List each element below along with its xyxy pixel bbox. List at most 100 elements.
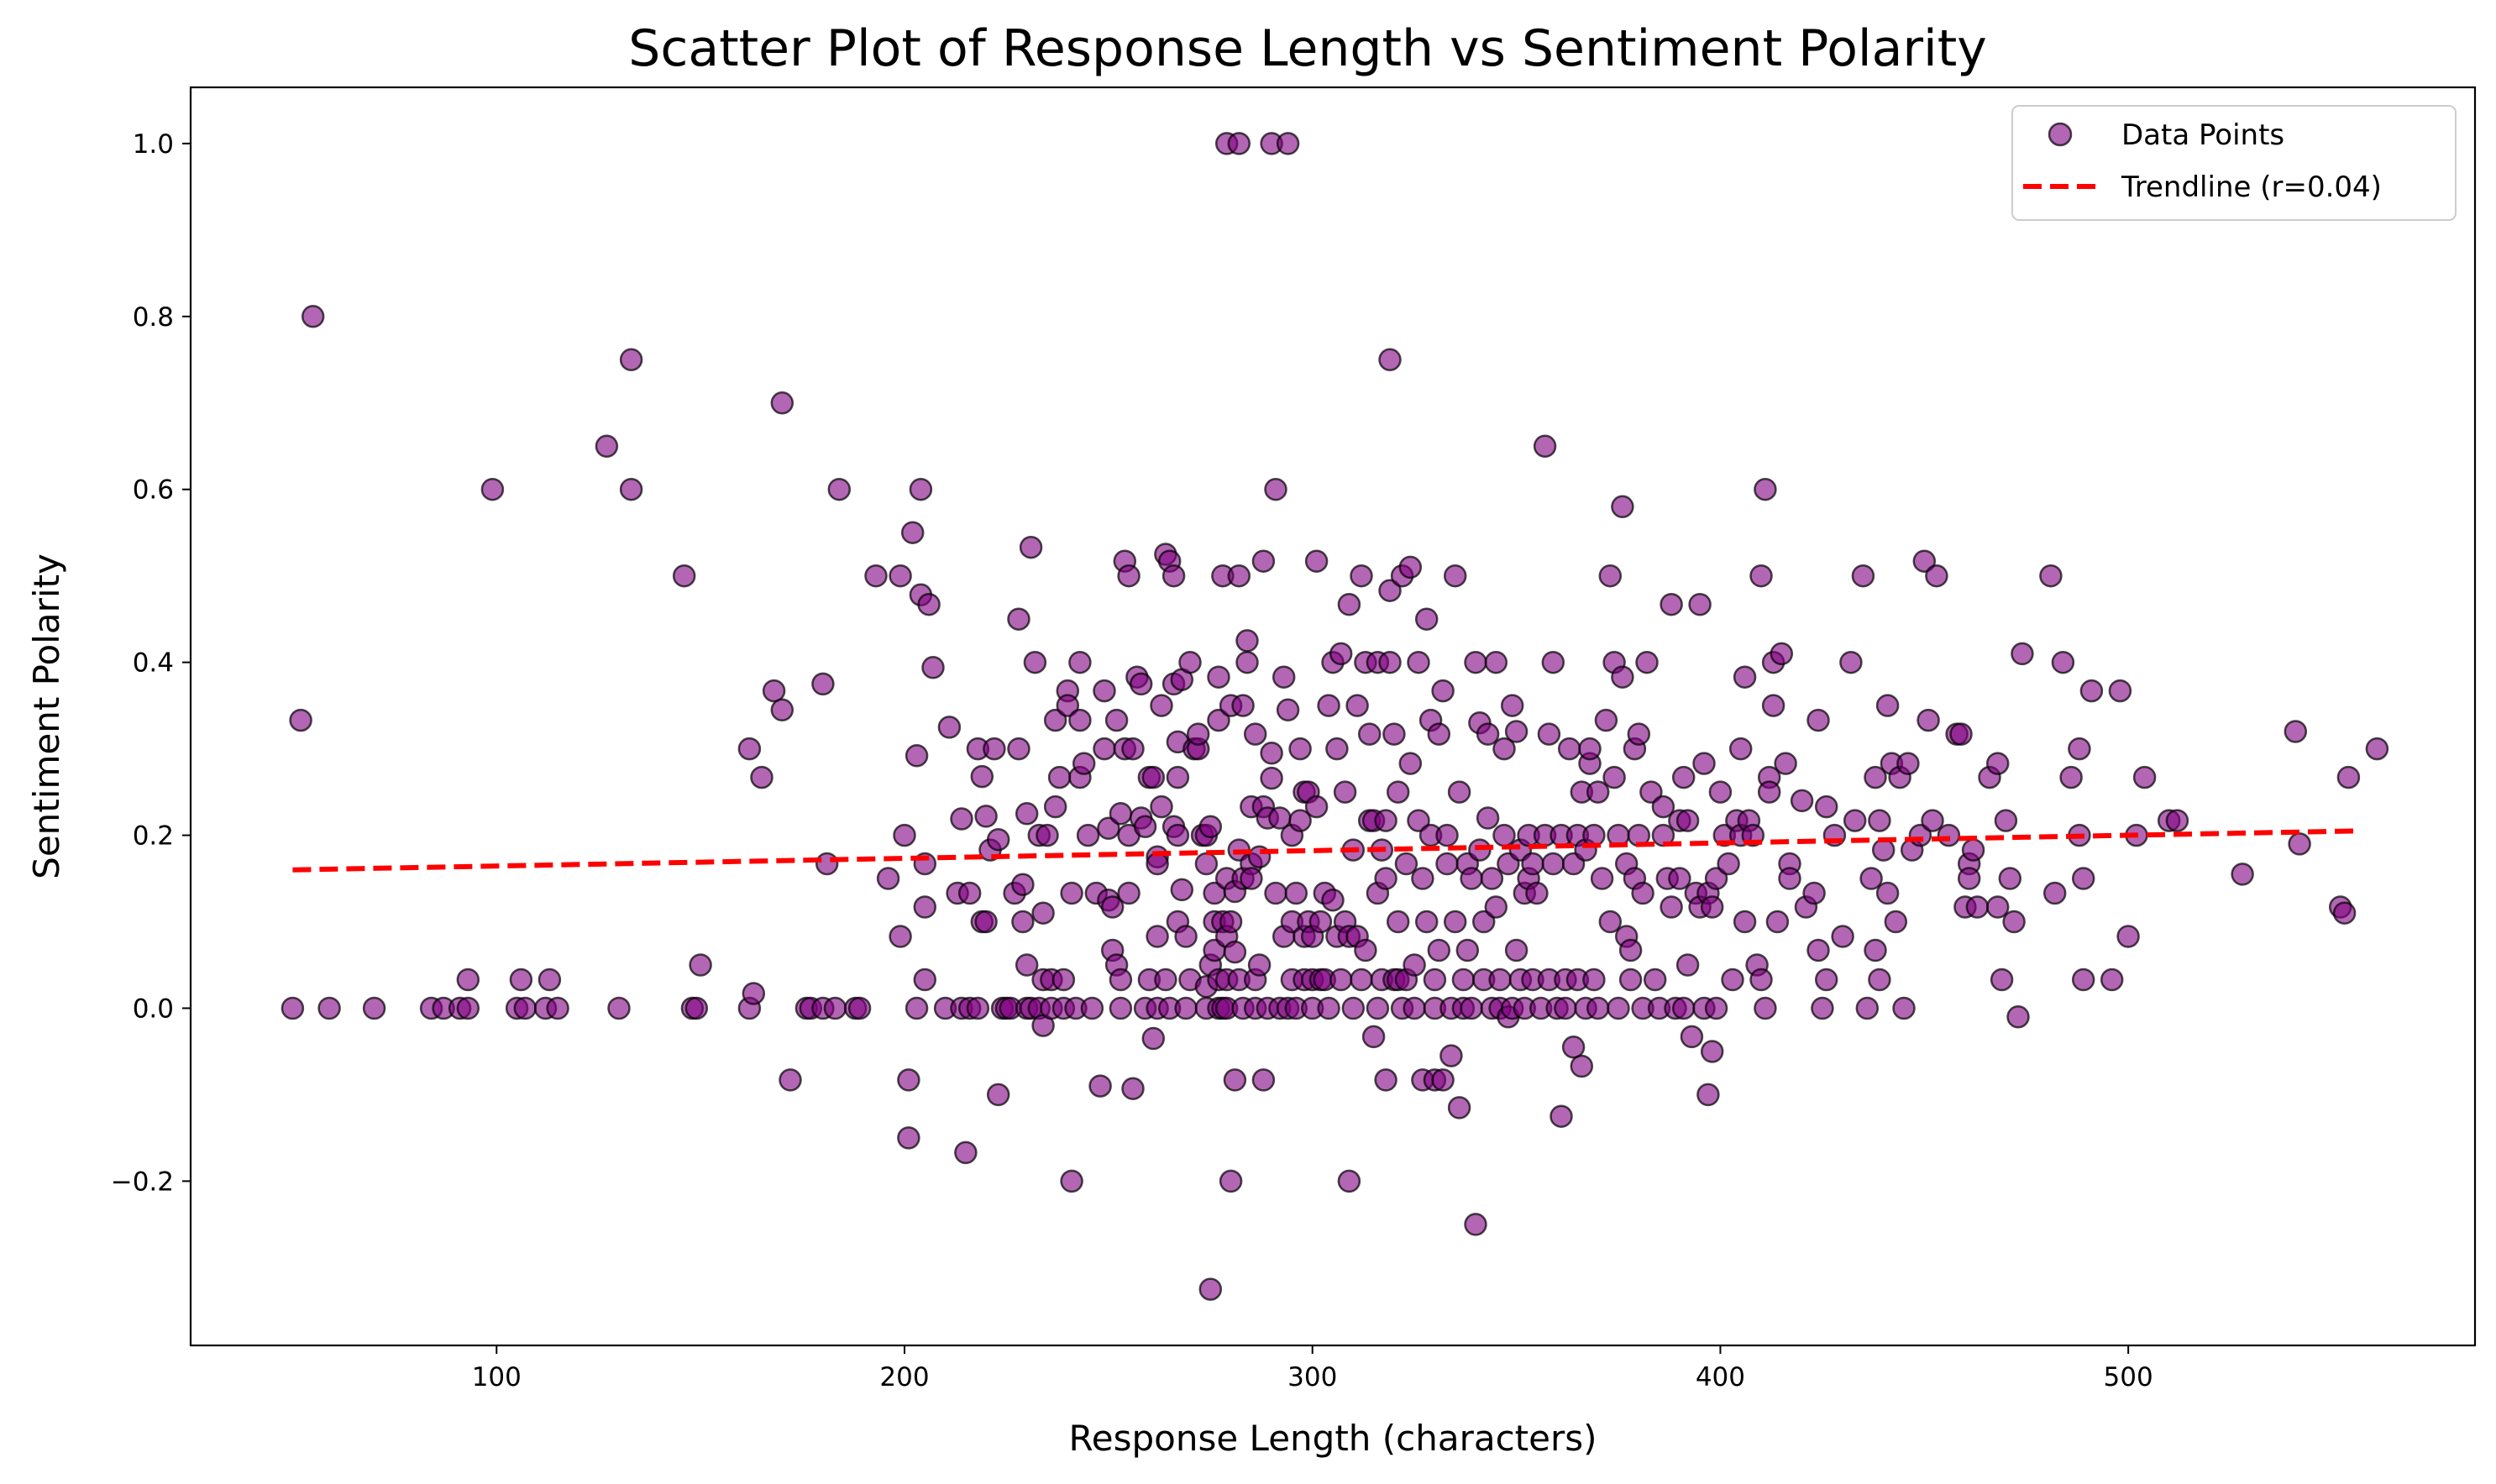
data-point (2108, 679, 2132, 703)
data-point (1443, 564, 1467, 588)
data-point (1207, 665, 1230, 689)
data-point (1868, 967, 1891, 992)
data-point (893, 823, 916, 847)
data-point (1068, 650, 1092, 674)
data-point (1778, 867, 1801, 890)
data-point (1471, 910, 1496, 934)
data-point (1093, 679, 1116, 703)
data-point (537, 967, 562, 992)
data-point (770, 698, 794, 722)
data-point (1007, 607, 1030, 631)
data-point (1051, 967, 1076, 992)
data-point (1015, 953, 1039, 977)
data-point (1117, 881, 1141, 905)
data-point (1161, 564, 1186, 588)
chart-title: Scatter Plot of Response Length vs Senti… (628, 19, 1986, 78)
data-point (1447, 780, 1471, 804)
data-point (1757, 780, 1781, 804)
data-point (986, 827, 1010, 852)
data-point (1366, 996, 1390, 1020)
data-point (1272, 665, 1296, 689)
data-point (1464, 650, 1487, 674)
data-point (1761, 694, 1785, 717)
data-point (1329, 967, 1353, 992)
data-point (1460, 867, 1483, 890)
data-point (1618, 967, 1643, 992)
data-point (1749, 564, 1773, 588)
x-tick-label: 200 (879, 1362, 929, 1392)
data-point (1607, 996, 1630, 1020)
data-point (957, 881, 982, 905)
data-point (1504, 938, 1529, 962)
data-point (1871, 838, 1896, 862)
data-point (1541, 650, 1565, 674)
data-point (2042, 881, 2067, 905)
data-point (1023, 650, 1047, 674)
data-point (1570, 1054, 1594, 1078)
data-point (1378, 348, 1402, 372)
data-point (770, 391, 794, 415)
data-point (672, 564, 696, 588)
data-point (1223, 940, 1247, 964)
data-point (1150, 794, 1173, 819)
data-point (1154, 967, 1177, 992)
data-point (1186, 722, 1210, 746)
data-point (905, 744, 929, 768)
data-point (1696, 1083, 1720, 1107)
data-point (827, 477, 852, 501)
data-point (1611, 665, 1634, 689)
data-point (1047, 765, 1072, 789)
data-point (1717, 852, 1740, 876)
data-point (1554, 996, 1577, 1020)
data-point (1464, 1213, 1487, 1236)
data-point (1109, 802, 1133, 826)
data-point (1774, 752, 1797, 775)
y-tick-label: 0.4 (133, 648, 174, 679)
data-point (1427, 938, 1451, 962)
data-point (1264, 477, 1287, 501)
plot-area-frame (189, 86, 2477, 1347)
data-point (1227, 564, 1251, 588)
data-point (1247, 953, 1272, 977)
data-point (1811, 996, 1834, 1020)
data-point (1100, 895, 1125, 919)
data-point (1109, 967, 1133, 992)
data-point (619, 477, 643, 501)
y-tick-label: 0.8 (133, 302, 174, 333)
data-point (1557, 737, 1581, 761)
data-point (1240, 867, 1263, 890)
data-point (1043, 708, 1067, 732)
data-point (1357, 722, 1382, 746)
data-point (1728, 737, 1753, 761)
data-point (1618, 938, 1643, 962)
data-point (1868, 809, 1891, 832)
data-point (1378, 650, 1402, 674)
data-point (1525, 881, 1549, 905)
data-point (1500, 694, 1524, 717)
x-axis-label: Response Length (characters) (1068, 1418, 1597, 1459)
data-point (1806, 938, 1830, 962)
y-axis-label: Sentiment Polarity (26, 553, 67, 879)
data-point (1088, 1074, 1112, 1098)
data-point (1133, 815, 1157, 839)
data-point (1350, 564, 1373, 588)
data-point (1345, 694, 1369, 717)
data-point (897, 1126, 920, 1150)
data-point (1631, 881, 1654, 905)
data-point (362, 996, 386, 1020)
data-point (1304, 794, 1329, 819)
y-tick-label: 0.6 (133, 475, 174, 506)
data-point (1937, 823, 1961, 847)
data-point (456, 996, 480, 1020)
data-point (1594, 708, 1618, 732)
data-point (1141, 765, 1166, 789)
data-point (1117, 564, 1141, 588)
data-point (1957, 867, 1981, 890)
data-point (1060, 1169, 1083, 1193)
data-point (1704, 867, 1728, 890)
data-point (1921, 809, 1944, 832)
data-point (1814, 794, 1838, 819)
data-point (762, 679, 786, 703)
data-point (1733, 665, 1757, 689)
x-tick-label: 300 (1287, 1362, 1337, 1392)
